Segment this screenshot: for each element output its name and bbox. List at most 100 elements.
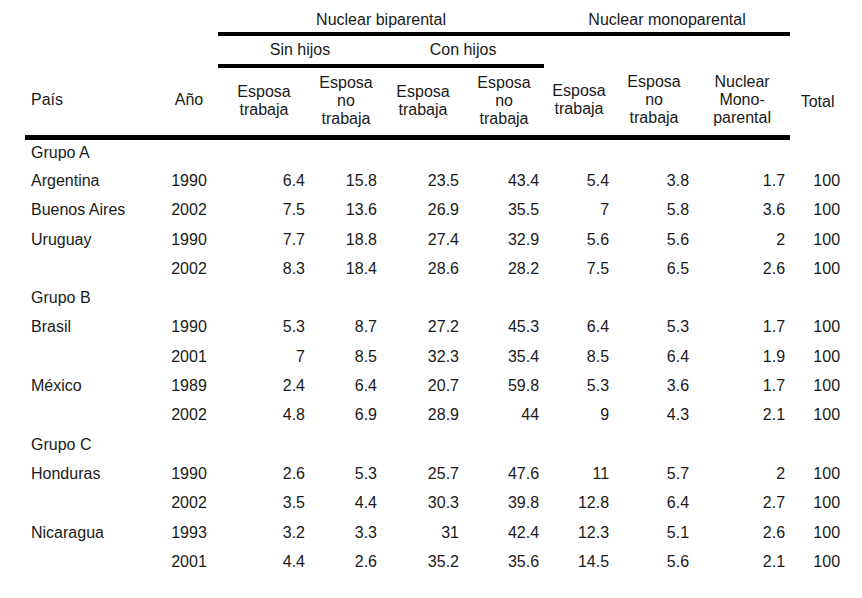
value-cell: 2.1	[694, 401, 790, 430]
country-cell	[25, 547, 160, 576]
value-cell: 5.3	[544, 371, 614, 400]
header-spacer	[25, 34, 218, 66]
value-cell: 7.5	[218, 196, 310, 225]
value-cell: 45.3	[464, 313, 544, 342]
col-header-bip-con-esposa-trabaja: Esposa trabaja	[382, 66, 464, 137]
value-cell: 42.4	[464, 518, 544, 547]
country-cell: Nicaragua	[25, 518, 160, 547]
year-cell: 1990	[160, 313, 218, 342]
value-cell: 6.4	[614, 489, 694, 518]
col-header-bip-con-esposa-no-trabaja: Esposa no trabaja	[464, 66, 544, 137]
value-cell: 3.6	[614, 371, 694, 400]
value-cell: 6.4	[614, 342, 694, 371]
value-cell	[694, 137, 790, 166]
value-cell: 7.5	[544, 254, 614, 283]
data-row: 200178.532.335.48.56.41.9100	[25, 342, 845, 371]
value-cell: 44	[464, 401, 544, 430]
group-row: Grupo A	[25, 137, 845, 166]
country-cell: Uruguay	[25, 225, 160, 254]
header-spacer	[25, 7, 218, 34]
value-cell: 7	[544, 196, 614, 225]
data-row: 20024.86.928.94494.32.1100	[25, 401, 845, 430]
value-cell: 12.8	[544, 489, 614, 518]
group-header-nuclear-monoparental: Nuclear monoparental	[544, 7, 790, 34]
value-cell	[790, 137, 845, 166]
value-cell: 20.7	[382, 371, 464, 400]
country-cell	[25, 489, 160, 518]
value-cell: 23.5	[382, 166, 464, 195]
value-cell: 100	[790, 518, 845, 547]
value-cell: 18.8	[310, 225, 382, 254]
value-cell	[694, 283, 790, 312]
year-cell: 1989	[160, 371, 218, 400]
value-cell: 3.5	[218, 489, 310, 518]
value-cell: 14.5	[544, 547, 614, 576]
value-cell: 8.3	[218, 254, 310, 283]
value-cell: 3.6	[694, 196, 790, 225]
value-cell	[310, 430, 382, 459]
value-cell: 32.9	[464, 225, 544, 254]
col-header-pais: País	[25, 66, 160, 137]
value-cell: 25.7	[382, 459, 464, 488]
value-cell: 1.7	[694, 371, 790, 400]
value-cell: 1.7	[694, 166, 790, 195]
country-cell: Honduras	[25, 459, 160, 488]
country-cell: Argentina	[25, 166, 160, 195]
value-cell: 27.4	[382, 225, 464, 254]
value-cell: 35.6	[464, 547, 544, 576]
value-cell: 35.4	[464, 342, 544, 371]
value-cell	[464, 137, 544, 166]
value-cell: 7	[218, 342, 310, 371]
value-cell: 6.4	[310, 371, 382, 400]
value-cell: 2.6	[218, 459, 310, 488]
value-cell: 100	[790, 225, 845, 254]
data-row: 20014.42.635.235.614.55.62.1100	[25, 547, 845, 576]
year-cell: 1993	[160, 518, 218, 547]
value-cell: 100	[790, 254, 845, 283]
value-cell	[694, 430, 790, 459]
year-cell	[160, 283, 218, 312]
value-cell: 43.4	[464, 166, 544, 195]
value-cell: 13.6	[310, 196, 382, 225]
value-cell: 100	[790, 401, 845, 430]
value-cell: 9	[544, 401, 614, 430]
value-cell: 100	[790, 489, 845, 518]
value-cell	[614, 283, 694, 312]
value-cell: 4.3	[614, 401, 694, 430]
value-cell: 5.3	[614, 313, 694, 342]
col-header-nuclear-monoparental: Nuclear Mono- parental	[694, 66, 790, 137]
value-cell: 100	[790, 166, 845, 195]
value-cell	[218, 283, 310, 312]
year-cell: 2002	[160, 489, 218, 518]
data-row: Honduras19902.65.325.747.6115.72100	[25, 459, 845, 488]
value-cell: 5.6	[614, 225, 694, 254]
value-cell: 5.8	[614, 196, 694, 225]
value-cell	[790, 283, 845, 312]
data-row: Argentina19906.415.823.543.45.43.81.7100	[25, 166, 845, 195]
year-cell: 1990	[160, 459, 218, 488]
group-label-cell: Grupo A	[25, 137, 160, 166]
data-row: Brasil19905.38.727.245.36.45.31.7100	[25, 313, 845, 342]
value-cell: 5.7	[614, 459, 694, 488]
column-header-row: País Año Esposa trabaja Esposa no trabaj…	[25, 66, 845, 137]
value-cell: 6.9	[310, 401, 382, 430]
value-cell: 39.8	[464, 489, 544, 518]
value-cell: 8.7	[310, 313, 382, 342]
table-body: Grupo AArgentina19906.415.823.543.45.43.…	[25, 137, 845, 576]
subheader-con-hijos: Con hijos	[382, 34, 544, 66]
value-cell: 59.8	[464, 371, 544, 400]
col-header-bip-sin-esposa-trabaja: Esposa trabaja	[218, 66, 310, 137]
value-cell: 7.7	[218, 225, 310, 254]
value-cell: 12.3	[544, 518, 614, 547]
group-label-cell: Grupo B	[25, 283, 160, 312]
group-row: Grupo C	[25, 430, 845, 459]
value-cell: 2.1	[694, 547, 790, 576]
group-row: Grupo B	[25, 283, 845, 312]
value-cell	[382, 283, 464, 312]
subgroup-header-row: Sin hijos Con hijos	[25, 34, 845, 66]
year-cell: 1990	[160, 166, 218, 195]
col-header-total: Total	[790, 66, 845, 137]
country-cell	[25, 401, 160, 430]
value-cell: 35.2	[382, 547, 464, 576]
header-spacer	[790, 7, 845, 34]
